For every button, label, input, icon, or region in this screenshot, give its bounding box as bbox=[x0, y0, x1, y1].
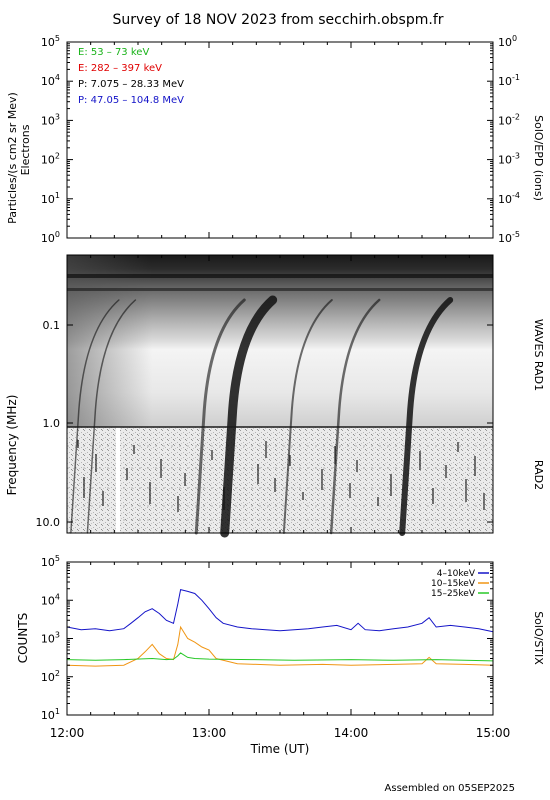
series-line bbox=[66, 625, 494, 667]
rad2-label: RAD2 bbox=[532, 460, 545, 490]
y2-tick-label: 10-4 bbox=[498, 191, 520, 206]
legend-entry: P: 7.075 – 28.33 MeV bbox=[78, 79, 184, 90]
stix-right-label: SolO/STIX bbox=[532, 611, 545, 665]
y2-tick-label-exp: -5 bbox=[512, 230, 520, 239]
radio-burst bbox=[282, 299, 333, 534]
particles-ylabel: Particles/(s cm2 sr Mev) bbox=[6, 92, 19, 224]
particles-ylabel-electrons: Electrons bbox=[19, 124, 32, 175]
y-tick-label: 100 bbox=[41, 230, 60, 245]
y-tick-label: 102 bbox=[41, 669, 60, 684]
legend-label: 10–15keV bbox=[431, 579, 476, 589]
y-tick-label: 101 bbox=[41, 707, 60, 722]
y-tick-label-exp: 0 bbox=[55, 230, 60, 239]
y-tick-label: 104 bbox=[41, 592, 60, 607]
y2-tick-label: 100 bbox=[498, 34, 517, 49]
x-axis-label: Time (UT) bbox=[250, 742, 310, 756]
rad2-interference-lines bbox=[67, 440, 493, 521]
particles-right-label: SolO/EPD (ions) bbox=[532, 115, 545, 201]
legend-label: 4–10keV bbox=[437, 569, 476, 579]
x-tick-label: 14:00 bbox=[334, 726, 369, 740]
legend-label: 15–25keV bbox=[431, 589, 476, 599]
x-tick-label: 15:00 bbox=[476, 726, 511, 740]
y-tick-label: 102 bbox=[41, 152, 60, 167]
radio-burst bbox=[86, 299, 137, 534]
x-tick-label: 12:00 bbox=[50, 726, 85, 740]
radio-bursts bbox=[70, 295, 454, 538]
series-line bbox=[66, 652, 494, 662]
radio-burst bbox=[399, 297, 454, 536]
figure-title: Survey of 18 NOV 2023 from secchirh.obsp… bbox=[112, 12, 443, 28]
y2-tick-label-exp: -1 bbox=[512, 73, 520, 82]
rad1-left-shade bbox=[67, 255, 493, 427]
radio-ticks: 0.1 1.0 10.0 bbox=[36, 319, 493, 529]
y-tick-label: 101 bbox=[41, 191, 60, 206]
radio-burst bbox=[194, 298, 246, 535]
rad2-background bbox=[67, 427, 493, 533]
stix-series bbox=[66, 588, 494, 667]
y2-tick-label: 10-1 bbox=[498, 73, 520, 88]
legend-entry: P: 47.05 – 104.8 MeV bbox=[78, 95, 184, 106]
x-tick-label: 13:00 bbox=[192, 726, 227, 740]
y2-tick-label-exp: -3 bbox=[512, 152, 520, 161]
y-tick-label-exp: 4 bbox=[55, 73, 60, 82]
particles-legend: E: 53 – 73 keV E: 282 – 397 keV P: 7.075 –… bbox=[78, 47, 184, 106]
stix-ylabel: COUNTS bbox=[16, 613, 30, 664]
y-tick-label-exp: 4 bbox=[55, 592, 60, 601]
y-tick-label-exp: 1 bbox=[55, 191, 60, 200]
y-tick-label-exp: 5 bbox=[55, 554, 60, 563]
rad2-data-gap bbox=[116, 427, 120, 533]
rad1-dark-band bbox=[67, 274, 493, 278]
y-tick-label: 103 bbox=[41, 631, 60, 646]
legend-entry: E: 282 – 397 keV bbox=[78, 63, 162, 74]
y2-tick-label: 10-2 bbox=[498, 112, 520, 127]
freq-tick-label: 10.0 bbox=[36, 516, 61, 529]
stix-ticks: 101 102 103 104 105 bbox=[41, 554, 493, 722]
radio-burst bbox=[70, 299, 120, 534]
y-tick-label: 103 bbox=[41, 112, 60, 127]
particles-panel: 10010110210310410510-510-410-310-210-110… bbox=[6, 34, 545, 245]
y-tick-label-exp: 3 bbox=[55, 631, 60, 640]
freq-tick-label: 0.1 bbox=[43, 319, 61, 332]
y-tick-label-exp: 1 bbox=[55, 707, 60, 716]
rad1-dark-band bbox=[67, 288, 493, 291]
y2-tick-label: 10-5 bbox=[498, 230, 520, 245]
radio-burst bbox=[220, 295, 278, 538]
y-tick-label: 105 bbox=[41, 34, 60, 49]
legend-entry: E: 53 – 73 keV bbox=[78, 47, 149, 58]
y-tick-label-exp: 2 bbox=[55, 152, 60, 161]
y2-tick-label-exp: -2 bbox=[512, 112, 520, 121]
radio-panel: 0.1 1.0 10.0 Frequency (MHz) WAVES RAD1 RA… bbox=[5, 254, 545, 538]
y2-tick-label-exp: -4 bbox=[512, 191, 520, 200]
series-line bbox=[66, 588, 494, 633]
rad1-label: WAVES RAD1 bbox=[532, 319, 545, 391]
y-tick-label: 105 bbox=[41, 554, 60, 569]
x-axis-ticks: 12:00 13:00 14:00 15:00 bbox=[50, 42, 511, 740]
y-tick-label-exp: 2 bbox=[55, 669, 60, 678]
y-tick-label: 104 bbox=[41, 73, 60, 88]
assembled-footer: Assembled on 05SEP2025 bbox=[385, 783, 515, 794]
radio-ylabel: Frequency (MHz) bbox=[5, 395, 19, 496]
y2-tick-label-exp: 0 bbox=[512, 34, 517, 43]
stix-frame bbox=[66, 561, 494, 716]
freq-tick-label: 1.0 bbox=[43, 417, 61, 430]
y-tick-label-exp: 3 bbox=[55, 112, 60, 121]
radio-burst bbox=[329, 298, 381, 535]
y-tick-label-exp: 5 bbox=[55, 34, 60, 43]
y2-tick-label: 10-3 bbox=[498, 152, 520, 167]
